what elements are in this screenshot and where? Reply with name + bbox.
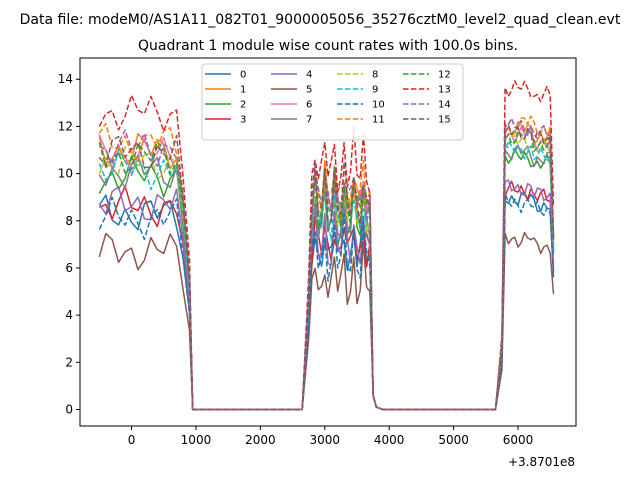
chart-title: Quadrant 1 module wise count rates with … [138, 38, 518, 54]
y-tick-label: 2 [65, 355, 73, 369]
legend-label: 13 [438, 85, 451, 96]
y-tick-label: 14 [58, 72, 73, 86]
legend-label: 3 [240, 115, 246, 126]
y-tick-label: 8 [65, 214, 73, 228]
x-offset-label: +3.8701e8 [508, 455, 575, 469]
series-line-10 [98, 192, 555, 411]
series-line-13 [98, 80, 555, 411]
series-line-3 [98, 180, 555, 411]
axes-frame [79, 57, 577, 427]
legend-label: 6 [306, 100, 312, 111]
legend-label: 15 [438, 115, 451, 126]
x-tick-label: 3000 [310, 433, 341, 447]
legend-frame [201, 63, 464, 141]
series-line-5 [98, 231, 555, 411]
series-line-11 [98, 115, 555, 411]
x-tick-label: 4000 [374, 433, 405, 447]
x-tick-label: 1000 [181, 433, 212, 447]
legend-label: 0 [240, 70, 246, 81]
y-tick-label: 4 [65, 308, 73, 322]
legend-label: 4 [306, 70, 312, 81]
series-layer [98, 80, 555, 411]
series-line-4 [98, 179, 555, 411]
x-tick-label: 2000 [245, 433, 276, 447]
x-tick-label: 0 [128, 433, 136, 447]
series-line-14 [98, 117, 555, 411]
legend-label: 11 [372, 115, 385, 126]
legend-label: 1 [240, 85, 246, 96]
x-tick-label: 5000 [438, 433, 469, 447]
legend-label: 9 [372, 85, 378, 96]
legend-label: 8 [372, 70, 378, 81]
y-tick-label: 6 [65, 261, 73, 275]
legend-label: 12 [438, 70, 451, 81]
figure-suptitle: Data file: modeM0/AS1A11_082T01_90000050… [20, 12, 621, 28]
legend-label: 5 [306, 85, 312, 96]
legend-label: 7 [306, 115, 312, 126]
x-tick-label: 6000 [503, 433, 534, 447]
series-line-12 [98, 129, 555, 411]
legend-label: 2 [240, 100, 246, 111]
y-tick-label: 10 [58, 167, 73, 181]
series-line-0 [98, 191, 555, 411]
legend-label: 14 [438, 100, 451, 111]
legend-label: 10 [372, 100, 385, 111]
y-tick-label: 12 [58, 119, 73, 133]
y-tick-label: 0 [65, 402, 73, 416]
